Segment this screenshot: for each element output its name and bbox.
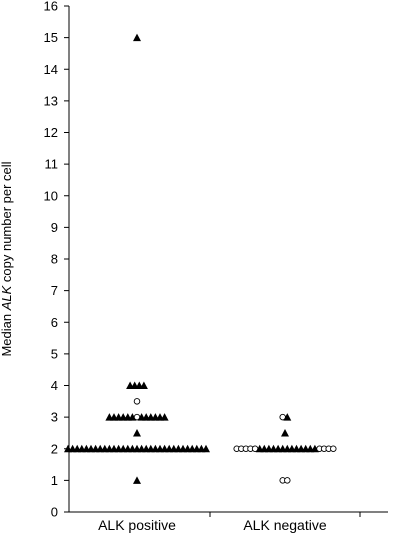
y-tick-label: 13 (44, 93, 58, 108)
y-axis-title-part-1: Median (0, 310, 14, 356)
y-tick-label: 6 (51, 315, 58, 330)
data-point-triangle (133, 476, 141, 484)
y-tick-label: 12 (44, 125, 58, 140)
data-point-triangle (139, 381, 148, 389)
data-point-circle (330, 445, 337, 453)
data-point-triangle (281, 428, 289, 437)
y-tick-label: 9 (51, 220, 58, 235)
x-category-label: ALK positive (98, 517, 176, 533)
y-tick-label: 2 (51, 441, 58, 456)
y-tick-label: 5 (51, 346, 58, 361)
y-tick-label: 3 (51, 410, 58, 425)
data-point-triangle (133, 428, 141, 437)
y-tick-label: 1 (51, 473, 58, 488)
y-tick-label: 15 (44, 30, 58, 45)
y-tick-label: 7 (51, 283, 58, 298)
y-tick-label: 10 (44, 188, 58, 203)
y-axis-title-part-2: ALK (0, 284, 14, 311)
y-tick-label: 14 (44, 62, 58, 77)
data-point-circle (133, 398, 141, 405)
data-point-triangle (283, 413, 292, 421)
x-ticks: ALK positive ALK negative (98, 512, 361, 533)
y-axis-title: Median ALK copy number per cell (0, 161, 14, 356)
data-point-triangle (202, 444, 210, 453)
y-tick-label: 16 (44, 0, 58, 14)
y-tick-label: 11 (45, 157, 59, 172)
data-point-triangle (133, 33, 141, 42)
y-tick-label: 8 (51, 252, 58, 267)
y-axis-title-part-3: copy number per cell (0, 161, 14, 285)
y-tick-label: 4 (51, 378, 58, 393)
data-point-circle (284, 477, 291, 484)
x-category-label: ALK negative (243, 517, 326, 533)
data-points (64, 33, 337, 484)
data-point-triangle (160, 413, 169, 421)
y-tick-label: 0 (51, 505, 58, 520)
